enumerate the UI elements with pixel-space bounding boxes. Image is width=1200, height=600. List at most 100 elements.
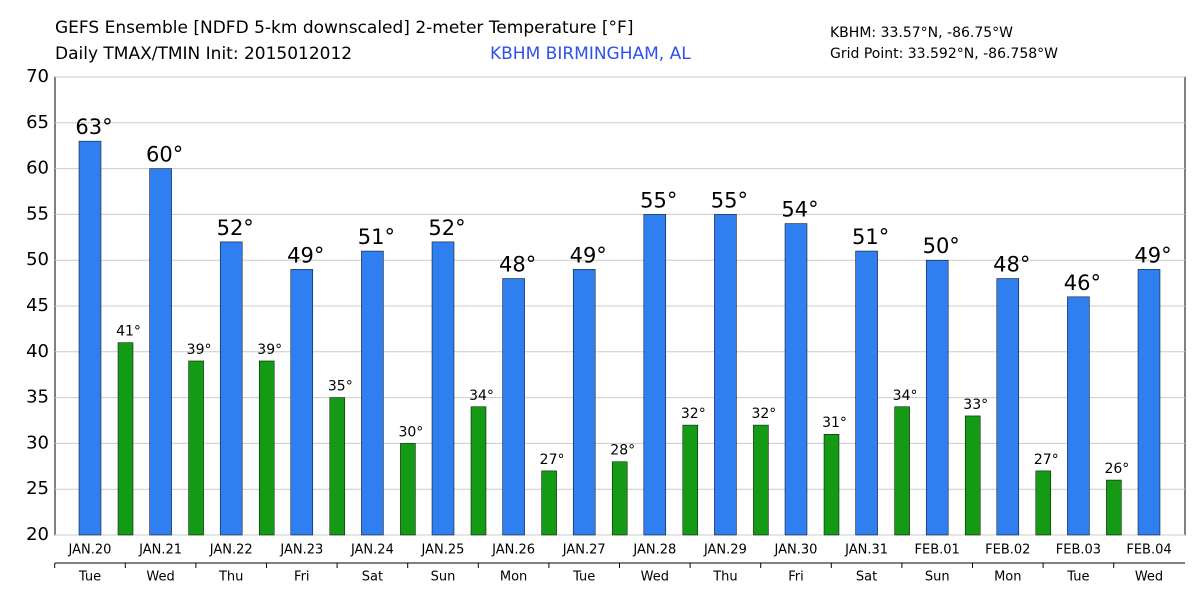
y-tick-label: 55 xyxy=(26,203,49,224)
data-label: 27° xyxy=(540,452,565,468)
x-tick-label: JAN.27 xyxy=(562,543,606,558)
bar xyxy=(784,223,808,536)
weekday-label: Tue xyxy=(1066,570,1089,585)
bar xyxy=(290,269,314,536)
data-label: 34° xyxy=(893,388,918,404)
x-tick-label: JAN.23 xyxy=(279,543,323,558)
x-tick-label: JAN.25 xyxy=(421,543,465,558)
data-label: 51° xyxy=(358,225,395,249)
bar xyxy=(925,259,949,536)
x-tick-label: FEB.02 xyxy=(985,543,1030,558)
bar xyxy=(541,470,557,536)
bar xyxy=(431,241,455,536)
x-tick-label: JAN.30 xyxy=(774,543,818,558)
weekday-label: Fri xyxy=(294,570,310,585)
bar xyxy=(470,406,487,536)
data-label: 41° xyxy=(116,324,141,340)
chart-subtitle: Daily TMAX/TMIN Init: 2015012012 xyxy=(55,44,352,64)
data-label: 32° xyxy=(751,406,776,422)
data-label: 51° xyxy=(852,225,889,249)
bar xyxy=(329,397,346,536)
weekday-label: Thu xyxy=(712,570,737,585)
y-tick-label: 50 xyxy=(26,249,49,270)
weekday-label: Wed xyxy=(146,570,174,585)
x-tick-label: JAN.31 xyxy=(844,543,888,558)
data-label: 32° xyxy=(681,406,706,422)
y-tick-label: 25 xyxy=(26,478,49,499)
weekday-label: Mon xyxy=(994,570,1021,585)
bar xyxy=(1067,296,1090,536)
data-label: 49° xyxy=(1134,243,1171,267)
bar xyxy=(753,424,769,536)
bar xyxy=(219,241,243,536)
weekday-label: Sat xyxy=(856,570,877,585)
bar xyxy=(572,269,596,536)
weekday-label: Wed xyxy=(641,570,669,585)
weekday-label: Tue xyxy=(572,570,595,585)
data-label: 48° xyxy=(499,253,536,277)
bar xyxy=(855,250,878,536)
y-tick-label: 45 xyxy=(26,295,49,316)
x-tick-label: JAN.28 xyxy=(632,543,676,558)
x-tick-label: FEB.01 xyxy=(915,543,960,558)
data-label: 48° xyxy=(993,253,1030,277)
data-label: 55° xyxy=(640,188,677,212)
bar xyxy=(258,360,275,536)
bar xyxy=(1137,269,1161,536)
bar xyxy=(400,443,416,536)
data-label: 46° xyxy=(1064,271,1101,295)
bar xyxy=(1035,470,1052,536)
weekday-label: Sun xyxy=(925,570,950,585)
bar xyxy=(682,424,699,536)
bar xyxy=(502,278,525,536)
data-label: 31° xyxy=(822,415,847,431)
data-label: 35° xyxy=(328,379,353,395)
x-tick-label: JAN.24 xyxy=(350,543,394,558)
weekday-label: Tue xyxy=(78,570,101,585)
x-tick-label: JAN.29 xyxy=(703,543,747,558)
x-tick-label: JAN.21 xyxy=(138,543,182,558)
data-label: 63° xyxy=(75,115,112,139)
data-label: 33° xyxy=(963,397,988,413)
weekday-label: Fri xyxy=(788,570,804,585)
y-tick-label: 40 xyxy=(26,341,49,362)
weekday-label: Wed xyxy=(1135,570,1163,585)
data-label: 49° xyxy=(287,243,324,267)
x-tick-label: JAN.22 xyxy=(209,543,253,558)
data-label: 52° xyxy=(217,216,254,240)
bar xyxy=(78,140,102,536)
bar xyxy=(1106,479,1122,536)
x-tick-label: FEB.04 xyxy=(1126,543,1171,558)
bar xyxy=(149,168,172,536)
y-tick-label: 20 xyxy=(26,524,49,545)
bar xyxy=(361,250,384,536)
y-tick-label: 60 xyxy=(26,158,49,179)
bar xyxy=(188,360,204,536)
data-label: 49° xyxy=(570,243,607,267)
y-tick-label: 65 xyxy=(26,112,49,133)
x-tick-label: JAN.20 xyxy=(68,543,112,558)
bar xyxy=(823,433,840,536)
bar xyxy=(996,278,1020,536)
weekday-label: Thu xyxy=(218,570,243,585)
y-tick-label: 35 xyxy=(26,387,49,408)
x-tick-label: FEB.03 xyxy=(1056,543,1101,558)
data-label: 54° xyxy=(781,198,818,222)
data-label: 52° xyxy=(428,216,465,240)
bar xyxy=(611,461,628,536)
weekday-label: Sun xyxy=(431,570,456,585)
weekday-label: Mon xyxy=(500,570,527,585)
data-label: 55° xyxy=(711,188,748,212)
x-tick-label: JAN.26 xyxy=(491,543,535,558)
data-label: 34° xyxy=(469,388,494,404)
data-label: 39° xyxy=(257,342,282,358)
station-name: KBHM BIRMINGHAM, AL xyxy=(490,44,691,64)
station-location: KBHM: 33.57°N, -86.75°W xyxy=(830,25,1013,41)
grid-point: Grid Point: 33.592°N, -86.758°W xyxy=(830,46,1058,62)
data-label: 30° xyxy=(398,424,423,440)
y-tick-label: 30 xyxy=(26,432,49,453)
data-label: 27° xyxy=(1034,452,1059,468)
weekday-label: Sat xyxy=(362,570,383,585)
bar xyxy=(964,415,981,536)
